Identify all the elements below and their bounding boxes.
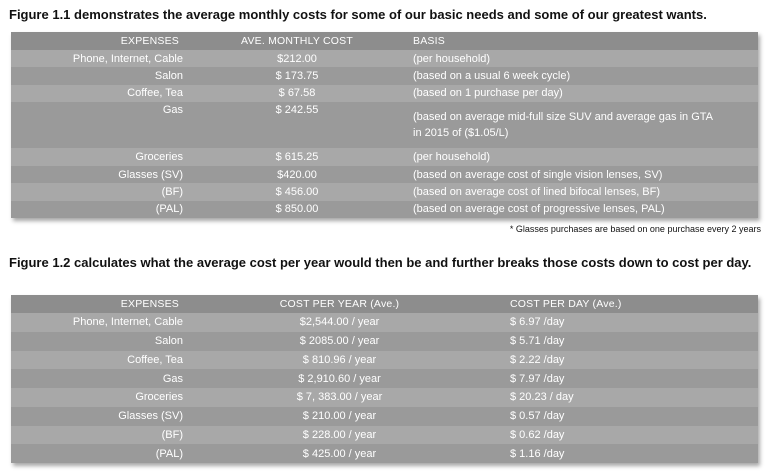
cost-cell: $ 242.55 [187, 102, 407, 149]
expense-cell: Coffee, Tea [11, 84, 187, 103]
cost-cell: $420.00 [187, 165, 407, 184]
day-cost-cell: $ 20.23 / day [492, 388, 758, 407]
basis-line-2: in 2015 of ($1.05/L) [413, 127, 509, 140]
year-cost-cell: $ 210.00 / year [187, 406, 492, 426]
table-row: (BF) $ 456.00 (based on average cost of … [11, 183, 758, 201]
table-header-row: EXPENSES COST PER YEAR (Ave.) COST PER D… [11, 295, 758, 313]
cost-cell: $ 67.58 [187, 84, 407, 103]
basis-cell: (per household) [407, 50, 758, 68]
expense-cell: Glasses (SV) [11, 165, 187, 184]
figure-1-caption: Figure 1.1 demonstrates the average mont… [9, 7, 707, 22]
expense-cell: (BF) [11, 183, 187, 201]
table-row: Salon $ 173.75 (based on a usual 6 week … [11, 67, 758, 85]
year-cost-cell: $ 7, 383.00 / year [187, 388, 492, 407]
table-row: (PAL) $ 425.00 / year $ 1.16 /day [11, 444, 758, 463]
expense-cell: Gas [11, 369, 187, 388]
header-expenses: EXPENSES [11, 32, 187, 50]
year-cost-cell: $ 2,910.60 / year [187, 369, 492, 388]
table-row: Groceries $ 615.25 (per household) [11, 148, 758, 166]
basis-cell: (per household) [407, 148, 758, 166]
basis-cell: (based on average cost of progressive le… [407, 200, 758, 218]
expense-cell: (PAL) [11, 200, 187, 218]
expense-cell: Coffee, Tea [11, 350, 187, 370]
expense-cell: Salon [11, 331, 187, 351]
table-row: Groceries $ 7, 383.00 / year $ 20.23 / d… [11, 388, 758, 407]
table-row: (BF) $ 228.00 / year $ 0.62 /day [11, 425, 758, 445]
year-cost-cell: $ 425.00 / year [187, 444, 492, 463]
year-cost-cell: $ 2085.00 / year [187, 331, 492, 351]
header-basis: BASIS [407, 32, 758, 50]
table-row: Gas $ 2,910.60 / year $ 7.97 /day [11, 369, 758, 388]
expense-cell: (PAL) [11, 444, 187, 463]
basis-cell: (based on average cost of single vision … [407, 165, 758, 184]
year-cost-cell: $2,544.00 / year [187, 313, 492, 332]
yearly-daily-costs-table: EXPENSES COST PER YEAR (Ave.) COST PER D… [11, 295, 758, 463]
glasses-footnote: * Glasses purchases are based on one pur… [509, 224, 761, 234]
year-cost-cell: $ 810.96 / year [187, 350, 492, 370]
day-cost-cell: $ 1.16 /day [492, 444, 758, 463]
table-row: (PAL) $ 850.00 (based on average cost of… [11, 200, 758, 218]
cost-cell: $ 850.00 [187, 200, 407, 218]
basis-cell: (based on a usual 6 week cycle) [407, 67, 758, 85]
table-row: Glasses (SV) $ 210.00 / year $ 0.57 /day [11, 406, 758, 426]
basis-cell: (based on average cost of lined bifocal … [407, 183, 758, 201]
basis-cell: (based on 1 purchase per day) [407, 84, 758, 103]
table-row: Coffee, Tea $ 810.96 / year $ 2.22 /day [11, 350, 758, 370]
table-row: Gas $ 242.55 (based on average mid-full … [11, 102, 758, 149]
header-ave-monthly-cost: AVE. MONTHLY COST [187, 32, 407, 50]
day-cost-cell: $ 0.62 /day [492, 425, 758, 445]
table-row: Coffee, Tea $ 67.58 (based on 1 purchase… [11, 84, 758, 103]
basis-line-1: (based on average mid-full size SUV and … [413, 111, 714, 124]
cost-cell: $212.00 [187, 50, 407, 68]
basis-cell: (based on average mid-full size SUV and … [407, 102, 758, 149]
table-row: Glasses (SV) $420.00 (based on average c… [11, 165, 758, 184]
day-cost-cell: $ 0.57 /day [492, 406, 758, 426]
expense-cell: Glasses (SV) [11, 406, 187, 426]
expense-cell: Gas [11, 102, 187, 149]
day-cost-cell: $ 5.71 /day [492, 331, 758, 351]
year-cost-cell: $ 228.00 / year [187, 425, 492, 445]
day-cost-cell: $ 6.97 /day [492, 313, 758, 332]
expense-cell: Salon [11, 67, 187, 85]
cost-cell: $ 615.25 [187, 148, 407, 166]
figure-2-caption: Figure 1.2 calculates what the average c… [9, 255, 752, 270]
expense-cell: Groceries [11, 148, 187, 166]
expense-cell: (BF) [11, 425, 187, 445]
header-expenses: EXPENSES [11, 295, 187, 313]
table-row: Phone, Internet, Cable $212.00 (per hous… [11, 50, 758, 68]
expense-cell: Phone, Internet, Cable [11, 50, 187, 68]
cost-cell: $ 173.75 [187, 67, 407, 85]
cost-cell: $ 456.00 [187, 183, 407, 201]
monthly-costs-table: EXPENSES AVE. MONTHLY COST BASIS Phone, … [11, 32, 758, 218]
table-row: Salon $ 2085.00 / year $ 5.71 /day [11, 331, 758, 351]
expense-cell: Phone, Internet, Cable [11, 313, 187, 332]
expense-cell: Groceries [11, 388, 187, 407]
header-cost-per-day: COST PER DAY (Ave.) [492, 295, 758, 313]
table-header-row: EXPENSES AVE. MONTHLY COST BASIS [11, 32, 758, 50]
day-cost-cell: $ 2.22 /day [492, 350, 758, 370]
day-cost-cell: $ 7.97 /day [492, 369, 758, 388]
header-cost-per-year: COST PER YEAR (Ave.) [187, 295, 492, 313]
table-row: Phone, Internet, Cable $2,544.00 / year … [11, 313, 758, 332]
